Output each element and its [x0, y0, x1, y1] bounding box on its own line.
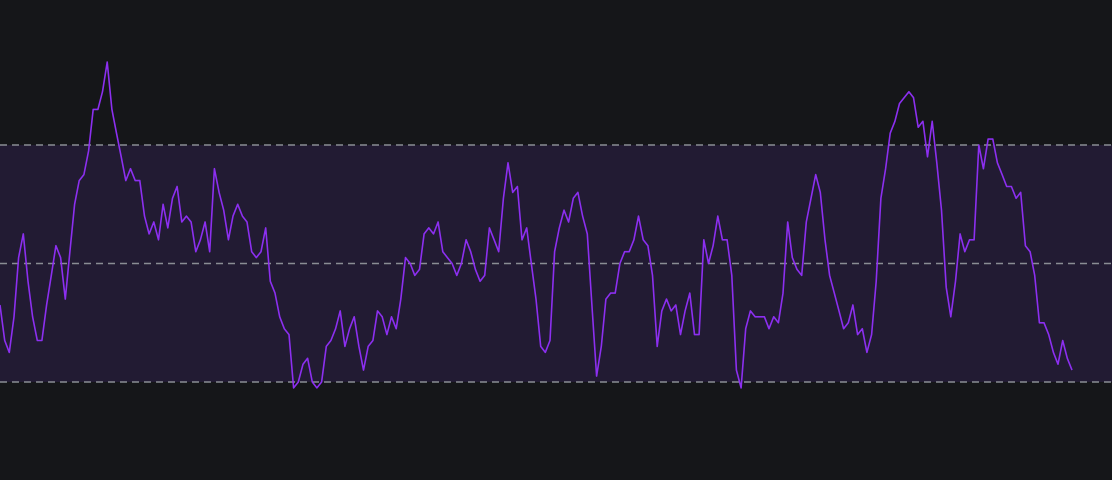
series-line [0, 61, 1073, 389]
